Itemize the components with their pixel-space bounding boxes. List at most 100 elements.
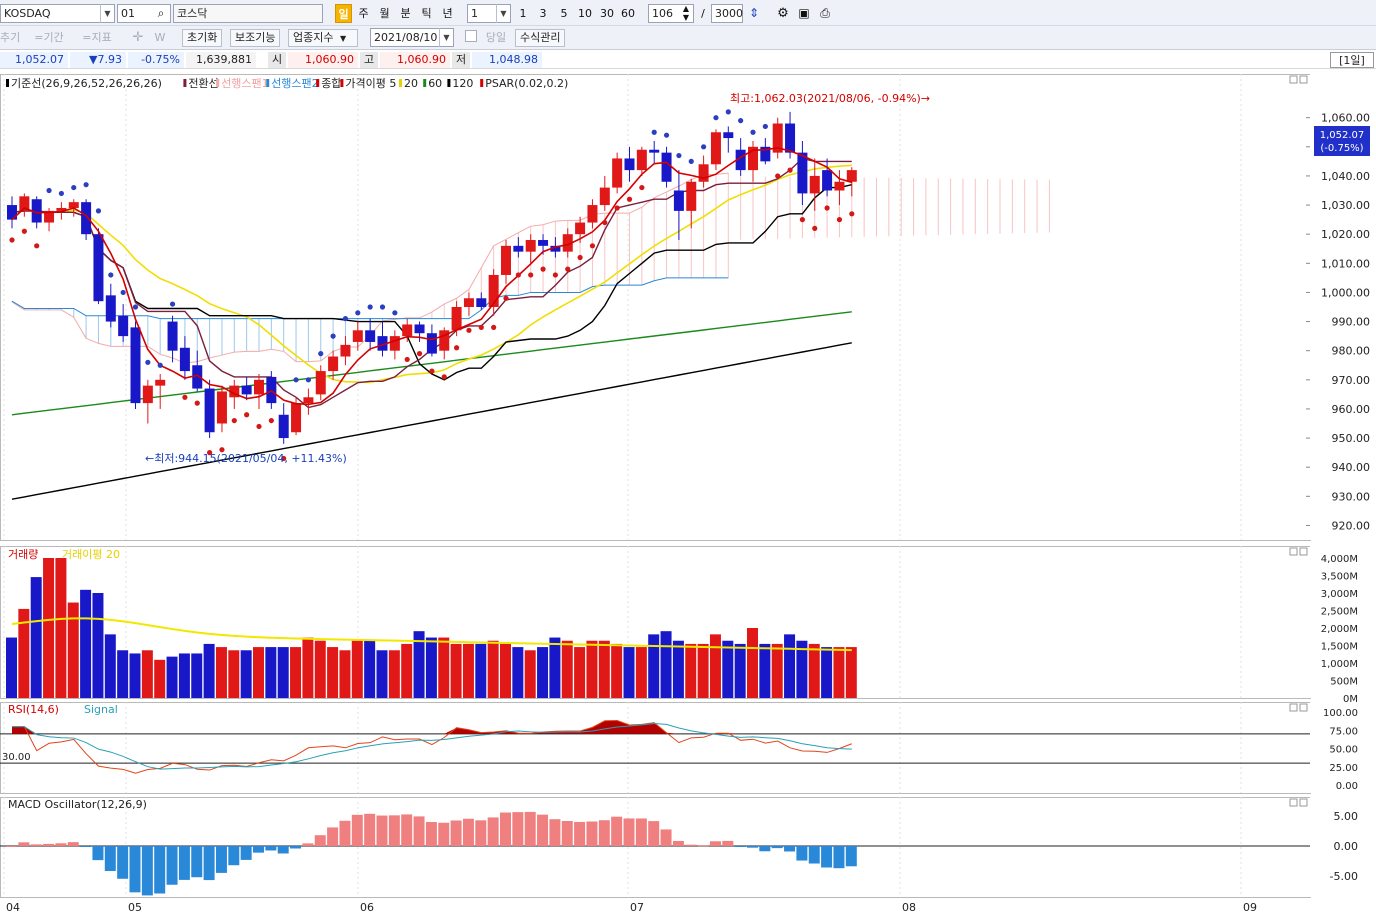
count-input[interactable]: 106: [648, 4, 694, 23]
psar-dot: [849, 211, 855, 217]
interval-button-60[interactable]: 60: [621, 7, 635, 20]
psar-dot: [83, 182, 89, 188]
tab-week[interactable]: 주: [358, 7, 369, 20]
legend-swatch: [399, 79, 402, 87]
candle: [550, 245, 561, 252]
arrows-icon[interactable]: ⇕: [748, 6, 760, 20]
period-button[interactable]: =기간: [34, 31, 64, 44]
candle: [562, 234, 573, 252]
tab-day[interactable]: 일: [335, 4, 352, 23]
legend-entry: 20: [404, 77, 418, 90]
macd-bar: [574, 821, 586, 846]
tab-month[interactable]: 월: [379, 7, 390, 20]
current-price-label: 1,052.07: [1320, 130, 1365, 141]
add-button[interactable]: 추기: [0, 31, 21, 44]
psar-dot: [71, 184, 77, 191]
chevron-down-icon[interactable]: ▼: [496, 4, 510, 23]
macd-bar: [586, 821, 598, 846]
volume-bar: [685, 643, 697, 698]
same-day-label: 당일: [485, 31, 507, 44]
candle: [365, 330, 376, 342]
candle: [735, 149, 746, 171]
chevron-down-icon[interactable]: ▼: [439, 28, 453, 47]
candle: [501, 245, 511, 275]
candle: [673, 190, 684, 211]
interval-button-5[interactable]: 5: [560, 7, 568, 20]
candle: [105, 295, 116, 322]
volume-bar: [808, 643, 820, 698]
y-tick-label: 980.00: [1332, 345, 1371, 358]
wave-icon[interactable]: W: [154, 31, 166, 44]
macd-tick-label: 0.00: [1334, 840, 1359, 853]
tab-minute[interactable]: 분: [400, 7, 411, 20]
gear-icon[interactable]: ⚙: [777, 6, 789, 21]
macd-bar: [401, 814, 413, 846]
stepper-icon[interactable]: ▲ ▼: [682, 4, 690, 22]
psar-dot: [688, 158, 694, 164]
volume-bar: [537, 647, 549, 698]
macd-bar: [67, 842, 79, 846]
psar-dot: [676, 152, 682, 159]
date-select[interactable]: 2021/08/10: [370, 28, 454, 47]
macd-bar: [290, 846, 302, 849]
interval-button-1[interactable]: 1: [519, 7, 527, 20]
code-input[interactable]: 01: [117, 4, 171, 23]
macd-bar: [685, 844, 697, 846]
search-icon[interactable]: ⌕: [157, 6, 165, 20]
volume-bar: [203, 643, 215, 698]
volume-bar: [425, 637, 437, 698]
candle: [254, 379, 264, 395]
volume-bar: [6, 637, 17, 698]
volume-tick-label: 3,500M: [1321, 572, 1358, 583]
psar-dot: [21, 228, 27, 234]
candle: [624, 158, 635, 171]
volume-bar: [166, 656, 178, 698]
reset-button[interactable]: 초기화: [182, 29, 223, 47]
tab-tick[interactable]: 틱: [421, 7, 432, 20]
macd-bar: [6, 846, 17, 847]
index-select[interactable]: 업종지수 ▼: [288, 29, 358, 47]
volume-bar: [191, 653, 203, 698]
psar-dot: [589, 243, 596, 249]
same-day-checkbox[interactable]: [465, 30, 477, 42]
psar-dot: [392, 310, 398, 316]
volume-bar: [240, 650, 252, 698]
crosshair-icon[interactable]: ✛: [132, 30, 144, 45]
legend-entry: PSAR(0.02,0.2): [485, 77, 568, 90]
print-icon[interactable]: ⎙: [820, 6, 830, 20]
psar-dot: [379, 304, 386, 310]
x-tick-label-07: 07: [630, 901, 644, 914]
psar-dot: [194, 400, 200, 406]
macd-axis-area: [1310, 797, 1376, 897]
candle: [636, 149, 647, 171]
psar-dot: [602, 219, 608, 226]
indicator-button[interactable]: =지표: [82, 31, 112, 44]
chevron-down-icon: ▼: [339, 34, 347, 43]
interval-button-30[interactable]: 30: [600, 7, 614, 20]
volume-bar: [635, 647, 647, 698]
market-select[interactable]: KOSDAQ: [0, 4, 115, 23]
tab-year[interactable]: 년: [442, 7, 453, 20]
candle: [612, 158, 623, 188]
interval-button-3[interactable]: 3: [539, 7, 547, 20]
psar-dot: [491, 324, 497, 330]
assist-button[interactable]: 보조기능: [230, 29, 281, 47]
chevron-down-icon[interactable]: ▼: [100, 4, 114, 23]
macd-bar: [30, 844, 42, 846]
macd-bar: [759, 846, 771, 852]
volume-bar: [401, 643, 413, 698]
candle: [710, 132, 721, 165]
save-icon[interactable]: ▣: [798, 6, 810, 20]
interval-button-10[interactable]: 10: [578, 7, 592, 20]
low-annotation: ←최저:944.15(2021/05/04, +11.43%): [145, 452, 347, 465]
psar-dot: [552, 272, 559, 278]
psar-dot: [46, 187, 52, 194]
formula-button[interactable]: 수식관리: [515, 29, 566, 47]
quote-open: 1,060.90: [288, 52, 358, 68]
psar-dot: [466, 327, 472, 333]
interval-select[interactable]: 1: [467, 4, 511, 23]
volume-bar: [129, 653, 141, 698]
name-display-value: 코스닥: [177, 7, 208, 20]
volume-bar: [351, 640, 363, 698]
